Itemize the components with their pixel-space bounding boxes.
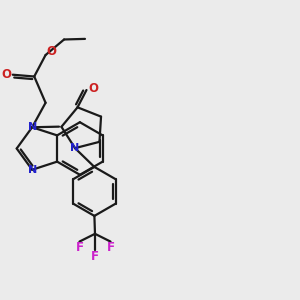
Text: F: F <box>76 241 83 254</box>
Text: F: F <box>91 250 99 263</box>
Text: F: F <box>106 241 115 254</box>
Text: N: N <box>28 165 37 175</box>
Text: O: O <box>46 45 56 58</box>
Text: N: N <box>70 143 80 153</box>
Text: O: O <box>88 82 98 95</box>
Text: O: O <box>1 68 11 81</box>
Text: N: N <box>28 122 37 132</box>
